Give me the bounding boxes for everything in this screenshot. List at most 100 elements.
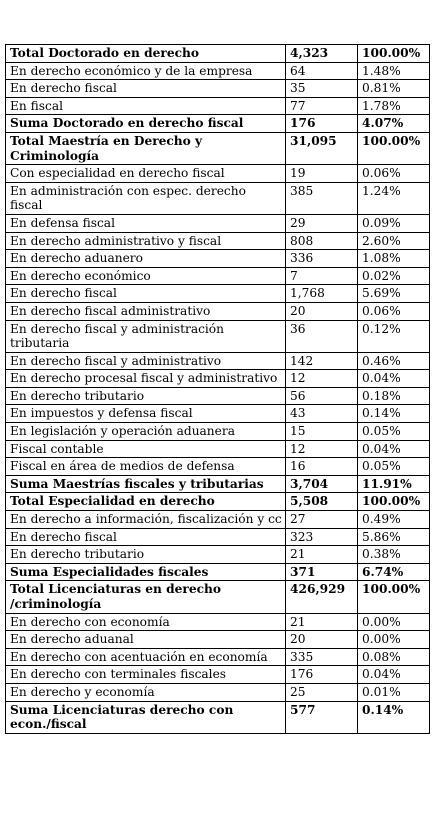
row-count: 43 <box>285 404 358 424</box>
row-label: Suma Maestrías fiscales y tributarias <box>5 474 286 494</box>
row-label: En derecho fiscal <box>5 284 286 303</box>
row-label: En derecho económico y de la empresa <box>5 61 286 81</box>
row-label: En derecho aduanal <box>5 630 286 649</box>
row-percentage: 0.14% <box>357 404 430 424</box>
row-label: Total Maestría en Derecho y Criminología <box>5 131 286 166</box>
row-count: 36 <box>285 319 358 353</box>
row-count: 1,768 <box>285 284 358 303</box>
row-percentage: 0.81% <box>357 79 430 98</box>
table-row: En derecho a información, fiscalización … <box>5 510 430 529</box>
table-row: En derecho fiscal y administración tribu… <box>5 319 430 353</box>
row-percentage: 0.08% <box>357 647 430 667</box>
table-row-total: Suma Especialidades fiscales 371 6.74% <box>5 562 430 582</box>
row-label: En derecho fiscal y administración tribu… <box>5 319 286 353</box>
row-percentage: 6.74% <box>357 562 430 582</box>
row-label: En derecho aduanero <box>5 249 286 268</box>
row-count: 336 <box>285 249 358 268</box>
table-row: En impuestos y defensa fiscal 43 0.14% <box>5 404 430 424</box>
row-count: 3,704 <box>285 474 358 494</box>
row-label: En impuestos y defensa fiscal <box>5 404 286 424</box>
row-label: En derecho con acentuación en economía <box>5 647 286 667</box>
row-count: 12 <box>285 369 358 388</box>
row-count: 20 <box>285 630 358 649</box>
row-count: 64 <box>285 61 358 81</box>
row-label: Total Doctorado en derecho <box>5 44 286 63</box>
row-label: Suma Especialidades fiscales <box>5 562 286 582</box>
row-label: Con especialidad en derecho fiscal <box>5 164 286 183</box>
row-percentage: 0.02% <box>357 266 430 286</box>
table-row-total: Total Especialidad en derecho 5,508 100.00… <box>5 492 430 512</box>
table-row-total: Suma Maestrías fiscales y tributarias 3,7… <box>5 474 430 494</box>
table-row: En derecho con acentuación en economía 33… <box>5 647 430 667</box>
row-label: En derecho fiscal <box>5 79 286 98</box>
table-row-total: Total Maestría en Derecho y Criminología… <box>5 131 430 166</box>
row-count: 176 <box>285 665 358 684</box>
row-percentage: 0.05% <box>357 422 430 441</box>
row-count: 5,508 <box>285 492 358 512</box>
table-row: Con especialidad en derecho fiscal 19 0.06… <box>5 164 430 183</box>
row-count: 20 <box>285 301 358 321</box>
row-label: Total Licenciaturas en derecho /criminol… <box>5 580 286 614</box>
row-percentage: 4.07% <box>357 114 430 133</box>
row-percentage: 0.38% <box>357 545 430 564</box>
row-count: 56 <box>285 386 358 406</box>
row-percentage: 1.48% <box>357 61 430 81</box>
row-percentage: 0.05% <box>357 457 430 476</box>
row-count: 21 <box>285 612 358 632</box>
table-row: En derecho aduanero 336 1.08% <box>5 249 430 268</box>
row-label: En derecho a información, fiscalización … <box>5 510 286 529</box>
table-row-total: Suma Licenciaturas derecho con econ./fis… <box>5 700 430 734</box>
row-percentage: 0.06% <box>357 301 430 321</box>
table-row: En derecho con terminales fiscales 176 0.0… <box>5 665 430 684</box>
row-count: 27 <box>285 510 358 529</box>
row-label: En derecho con economía <box>5 612 286 632</box>
row-percentage: 0.01% <box>357 682 430 702</box>
row-label: En derecho económico <box>5 266 286 286</box>
row-label: En fiscal <box>5 96 286 116</box>
programs-table: Total Doctorado en derecho 4,323 100.00% En… <box>5 44 430 734</box>
row-label: En derecho fiscal administrativo <box>5 301 286 321</box>
row-count: 385 <box>285 181 358 215</box>
table-row: Fiscal en área de medios de defensa 16 0.0… <box>5 457 430 476</box>
row-label: En derecho con terminales fiscales <box>5 665 286 684</box>
row-percentage: 5.69% <box>357 284 430 303</box>
row-label: En derecho procesal fiscal y administrat… <box>5 369 286 388</box>
row-percentage: 0.18% <box>357 386 430 406</box>
table-row: En legislación y operación aduanera 15 0.0… <box>5 422 430 441</box>
row-percentage: 0.00% <box>357 630 430 649</box>
row-count: 7 <box>285 266 358 286</box>
row-label: Total Especialidad en derecho <box>5 492 286 512</box>
row-percentage: 11.91% <box>357 474 430 494</box>
row-count: 577 <box>285 700 358 734</box>
row-label: En defensa fiscal <box>5 213 286 233</box>
row-percentage: 0.49% <box>357 510 430 529</box>
table-row: En derecho fiscal y administrativo 142 0.4… <box>5 351 430 371</box>
table-row: En derecho tributario 21 0.38% <box>5 545 430 564</box>
row-percentage: 0.09% <box>357 213 430 233</box>
row-percentage: 1.78% <box>357 96 430 116</box>
table-row: Fiscal contable 12 0.04% <box>5 439 430 459</box>
row-percentage: 100.00% <box>357 44 430 63</box>
row-count: 35 <box>285 79 358 98</box>
row-percentage: 0.04% <box>357 665 430 684</box>
row-count: 19 <box>285 164 358 183</box>
table-row: En derecho fiscal 1,768 5.69% <box>5 284 430 303</box>
row-label: Fiscal en área de medios de defensa <box>5 457 286 476</box>
table-row: En derecho aduanal 20 0.00% <box>5 630 430 649</box>
table-row: En derecho tributario 56 0.18% <box>5 386 430 406</box>
table-row: En derecho económico 7 0.02% <box>5 266 430 286</box>
row-count: 16 <box>285 457 358 476</box>
row-percentage: 0.04% <box>357 369 430 388</box>
row-percentage: 100.00% <box>357 580 430 614</box>
row-percentage: 0.04% <box>357 439 430 459</box>
row-label: Suma Doctorado en derecho fiscal <box>5 114 286 133</box>
row-count: 77 <box>285 96 358 116</box>
row-count: 31,095 <box>285 131 358 166</box>
table-row: En derecho fiscal 323 5.86% <box>5 527 430 547</box>
row-count: 12 <box>285 439 358 459</box>
row-percentage: 0.14% <box>357 700 430 734</box>
row-label: En derecho tributario <box>5 386 286 406</box>
row-count: 142 <box>285 351 358 371</box>
table-row-total: Total Licenciaturas en derecho /criminol… <box>5 580 430 614</box>
row-count: 4,323 <box>285 44 358 63</box>
